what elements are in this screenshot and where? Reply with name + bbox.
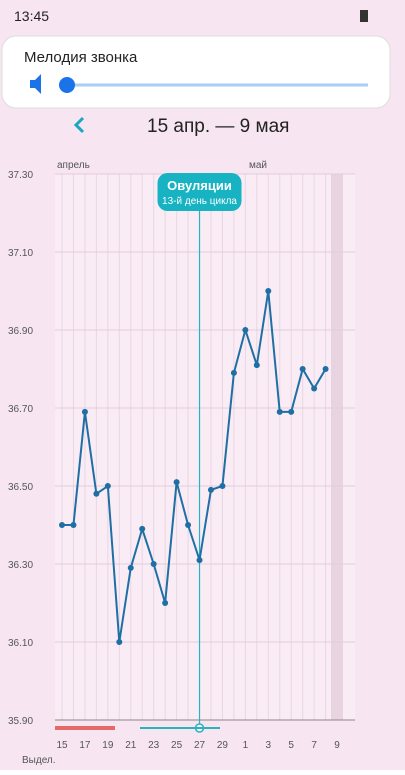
data-point — [230, 369, 237, 376]
data-point — [127, 564, 134, 571]
ovulation-badge — [157, 173, 242, 211]
data-point — [173, 479, 180, 486]
y-tick-label: 37.30 — [8, 170, 33, 181]
volume-thumb[interactable] — [59, 77, 75, 93]
data-point — [196, 557, 203, 564]
data-point — [116, 639, 123, 645]
y-tick-label: 36.30 — [8, 560, 33, 571]
data-point — [93, 490, 100, 497]
data-point — [70, 522, 77, 528]
data-point — [219, 483, 226, 489]
month-label: апрель — [57, 160, 90, 171]
x-tick-label: 1 — [243, 740, 249, 751]
mute-icon[interactable] — [30, 74, 41, 94]
ovulation-title: Овуляции — [167, 178, 232, 193]
x-tick-label: 23 — [148, 740, 160, 751]
y-tick-label: 35.90 — [8, 716, 33, 727]
x-tick-label: 17 — [79, 740, 91, 751]
month-label: май — [249, 160, 267, 171]
data-point — [104, 483, 111, 489]
x-tick-label: 7 — [311, 740, 317, 751]
data-point — [59, 522, 65, 528]
ovulation-subtitle: 13-й день цикла — [162, 196, 237, 207]
data-point — [311, 385, 318, 392]
y-tick-label: 37.10 — [8, 248, 33, 259]
status-time: 13:45 — [14, 8, 49, 24]
x-tick-label: 3 — [265, 740, 271, 751]
y-tick-label: 36.50 — [8, 482, 33, 493]
data-point — [288, 408, 295, 415]
back-arrow[interactable] — [73, 116, 85, 134]
volume-title: Мелодия звонка — [24, 49, 138, 66]
data-point — [185, 522, 192, 528]
battery — [360, 10, 368, 22]
data-point — [253, 362, 260, 369]
y-tick-label: 36.70 — [8, 404, 33, 415]
y-tick-label: 36.10 — [8, 638, 33, 649]
x-tick-label: 29 — [217, 740, 229, 751]
x-tick-label: 15 — [56, 740, 68, 751]
period-bar — [55, 726, 115, 730]
data-point — [207, 486, 214, 493]
x-tick-label: 21 — [125, 740, 137, 751]
data-point — [322, 366, 329, 372]
y-tick-label: 36.90 — [8, 326, 33, 337]
data-point — [81, 408, 88, 415]
x-tick-label: 25 — [171, 740, 183, 751]
header-title: 15 апр. — 9 мая — [147, 116, 289, 137]
data-point — [139, 525, 146, 532]
x-tick-label: 19 — [102, 740, 114, 751]
bottom-label: Выдел. — [22, 755, 56, 766]
data-point — [242, 327, 249, 333]
data-point — [162, 600, 169, 606]
data-point — [299, 366, 306, 372]
data-point — [150, 561, 157, 567]
plot-area — [55, 174, 355, 720]
x-tick-label: 27 — [194, 740, 206, 751]
data-point — [276, 408, 283, 415]
volume-panel — [1, 35, 391, 109]
x-tick-label: 9 — [334, 740, 340, 751]
data-point — [265, 288, 272, 294]
x-tick-label: 5 — [288, 740, 294, 751]
